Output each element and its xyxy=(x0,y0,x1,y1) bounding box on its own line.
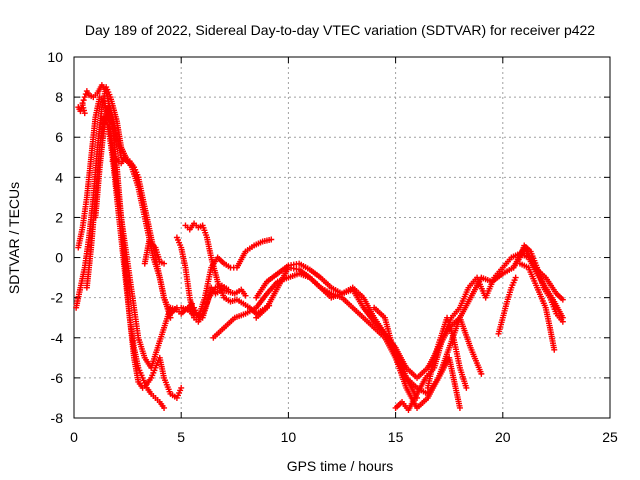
data-point xyxy=(456,404,463,411)
x-tick-label: 0 xyxy=(70,429,78,445)
y-tick-label: -6 xyxy=(51,370,64,386)
data-point xyxy=(551,346,558,353)
x-tick-label: 15 xyxy=(388,429,404,445)
series-track-17 xyxy=(424,314,470,391)
data-point xyxy=(80,97,87,104)
y-tick-label: 8 xyxy=(55,89,63,105)
series-track-6 xyxy=(92,104,185,401)
data-point xyxy=(167,314,174,321)
chart-title: Day 189 of 2022, Sidereal Day-to-day VTE… xyxy=(85,22,595,38)
y-tick-label: 2 xyxy=(55,209,63,225)
y-tick-label: -2 xyxy=(51,290,64,306)
y-tick-label: -8 xyxy=(51,410,64,426)
series-track-8 xyxy=(141,238,168,267)
data-point xyxy=(225,286,232,293)
y-tick-label: 10 xyxy=(47,49,63,65)
x-axis-label: GPS time / hours xyxy=(287,458,394,474)
plot-frame xyxy=(73,56,611,419)
y-tick-label: 6 xyxy=(55,129,63,145)
series-track-18 xyxy=(495,274,519,337)
x-tick-label: 5 xyxy=(177,429,185,445)
points-layer xyxy=(73,82,566,413)
series-track-11 xyxy=(191,236,275,321)
y-tick-label: -4 xyxy=(51,330,64,346)
series-track-1 xyxy=(75,102,88,117)
x-tick-label: 20 xyxy=(495,429,511,445)
data-point xyxy=(463,384,470,391)
y-axis-label: SDTVAR / TECUs xyxy=(6,182,22,294)
tick-layer: 0 5 10 15 20 25 -8 -6 -4 -2 0 2 4 6 8 10 xyxy=(47,49,618,445)
data-point xyxy=(268,236,275,243)
data-point xyxy=(81,110,88,117)
data-point xyxy=(161,404,168,411)
x-tick-label: 25 xyxy=(602,429,618,445)
x-tick-label: 10 xyxy=(281,429,297,445)
data-point xyxy=(512,274,519,281)
y-tick-label: 4 xyxy=(55,169,63,185)
data-point xyxy=(161,260,168,267)
series-track-19 xyxy=(510,242,566,325)
data-point xyxy=(79,100,86,107)
data-point xyxy=(242,292,249,299)
data-point xyxy=(559,296,566,303)
data-point xyxy=(478,370,485,377)
data-point xyxy=(81,94,88,101)
data-point xyxy=(178,384,185,391)
series-track-20 xyxy=(516,260,558,353)
data-point xyxy=(559,318,566,325)
y-tick-label: 0 xyxy=(55,250,63,266)
